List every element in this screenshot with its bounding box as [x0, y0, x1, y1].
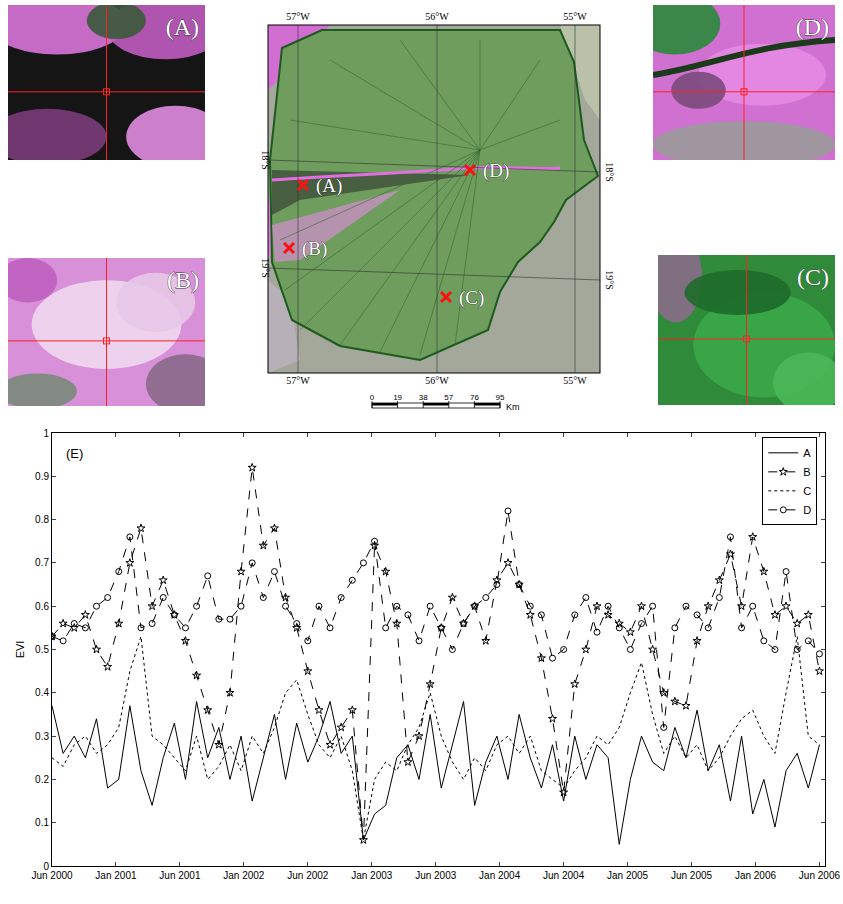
- svg-text:Jun 2004: Jun 2004: [543, 870, 585, 881]
- svg-text:(E): (E): [66, 446, 83, 461]
- svg-text:Jun 2005: Jun 2005: [671, 870, 713, 881]
- svg-text:19: 19: [393, 393, 402, 402]
- svg-text:Jan 2005: Jan 2005: [607, 870, 649, 881]
- svg-text:B: B: [803, 466, 810, 478]
- svg-text:Km: Km: [506, 402, 520, 412]
- svg-text:57: 57: [444, 393, 453, 402]
- svg-text:18°S: 18°S: [260, 150, 271, 170]
- svg-text:Jan 2001: Jan 2001: [95, 870, 137, 881]
- svg-text:0.7: 0.7: [35, 557, 49, 568]
- svg-text:(C): (C): [797, 264, 829, 290]
- svg-text:55°W: 55°W: [563, 11, 587, 22]
- svg-text:55°W: 55°W: [563, 375, 587, 386]
- svg-text:EVI: EVI: [14, 641, 26, 659]
- svg-text:0: 0: [43, 861, 49, 872]
- svg-text:0: 0: [370, 393, 375, 402]
- svg-text:0.2: 0.2: [35, 774, 49, 785]
- svg-text:Jun 2003: Jun 2003: [415, 870, 457, 881]
- svg-text:Jan 2003: Jan 2003: [351, 870, 393, 881]
- svg-text:(A): (A): [166, 14, 199, 40]
- svg-text:(D): (D): [483, 160, 509, 182]
- svg-text:0.8: 0.8: [35, 514, 49, 525]
- svg-text:0.9: 0.9: [35, 471, 49, 482]
- svg-text:(D): (D): [796, 14, 829, 40]
- svg-text:D: D: [803, 504, 811, 516]
- svg-text:(B): (B): [167, 267, 199, 293]
- svg-text:0.1: 0.1: [35, 817, 49, 828]
- svg-text:Jun 2000: Jun 2000: [31, 870, 73, 881]
- svg-text:Jun 2001: Jun 2001: [159, 870, 201, 881]
- svg-text:57°W: 57°W: [286, 11, 310, 22]
- svg-text:18°S: 18°S: [604, 162, 615, 182]
- svg-text:57°W: 57°W: [286, 375, 310, 386]
- svg-text:19°S: 19°S: [260, 258, 271, 278]
- svg-text:56°W: 56°W: [425, 375, 449, 386]
- svg-text:1: 1: [43, 428, 49, 439]
- svg-text:0.3: 0.3: [35, 731, 49, 742]
- svg-text:(A): (A): [316, 175, 342, 197]
- svg-text:Jan 2002: Jan 2002: [223, 870, 265, 881]
- svg-text:(C): (C): [459, 287, 484, 309]
- svg-text:0.5: 0.5: [35, 644, 49, 655]
- svg-text:56°W: 56°W: [425, 11, 449, 22]
- svg-text:A: A: [803, 447, 811, 459]
- svg-text:C: C: [803, 485, 811, 497]
- svg-text:Jan 2006: Jan 2006: [735, 870, 777, 881]
- svg-text:95: 95: [496, 393, 505, 402]
- svg-text:(B): (B): [302, 238, 327, 260]
- svg-text:0.4: 0.4: [35, 687, 49, 698]
- svg-text:38: 38: [419, 393, 428, 402]
- svg-text:Jun 2006: Jun 2006: [799, 870, 841, 881]
- svg-text:Jan 2004: Jan 2004: [479, 870, 521, 881]
- svg-text:0.6: 0.6: [35, 601, 49, 612]
- svg-text:76: 76: [470, 393, 479, 402]
- svg-text:19°S: 19°S: [604, 270, 615, 290]
- svg-text:Jun 2002: Jun 2002: [287, 870, 329, 881]
